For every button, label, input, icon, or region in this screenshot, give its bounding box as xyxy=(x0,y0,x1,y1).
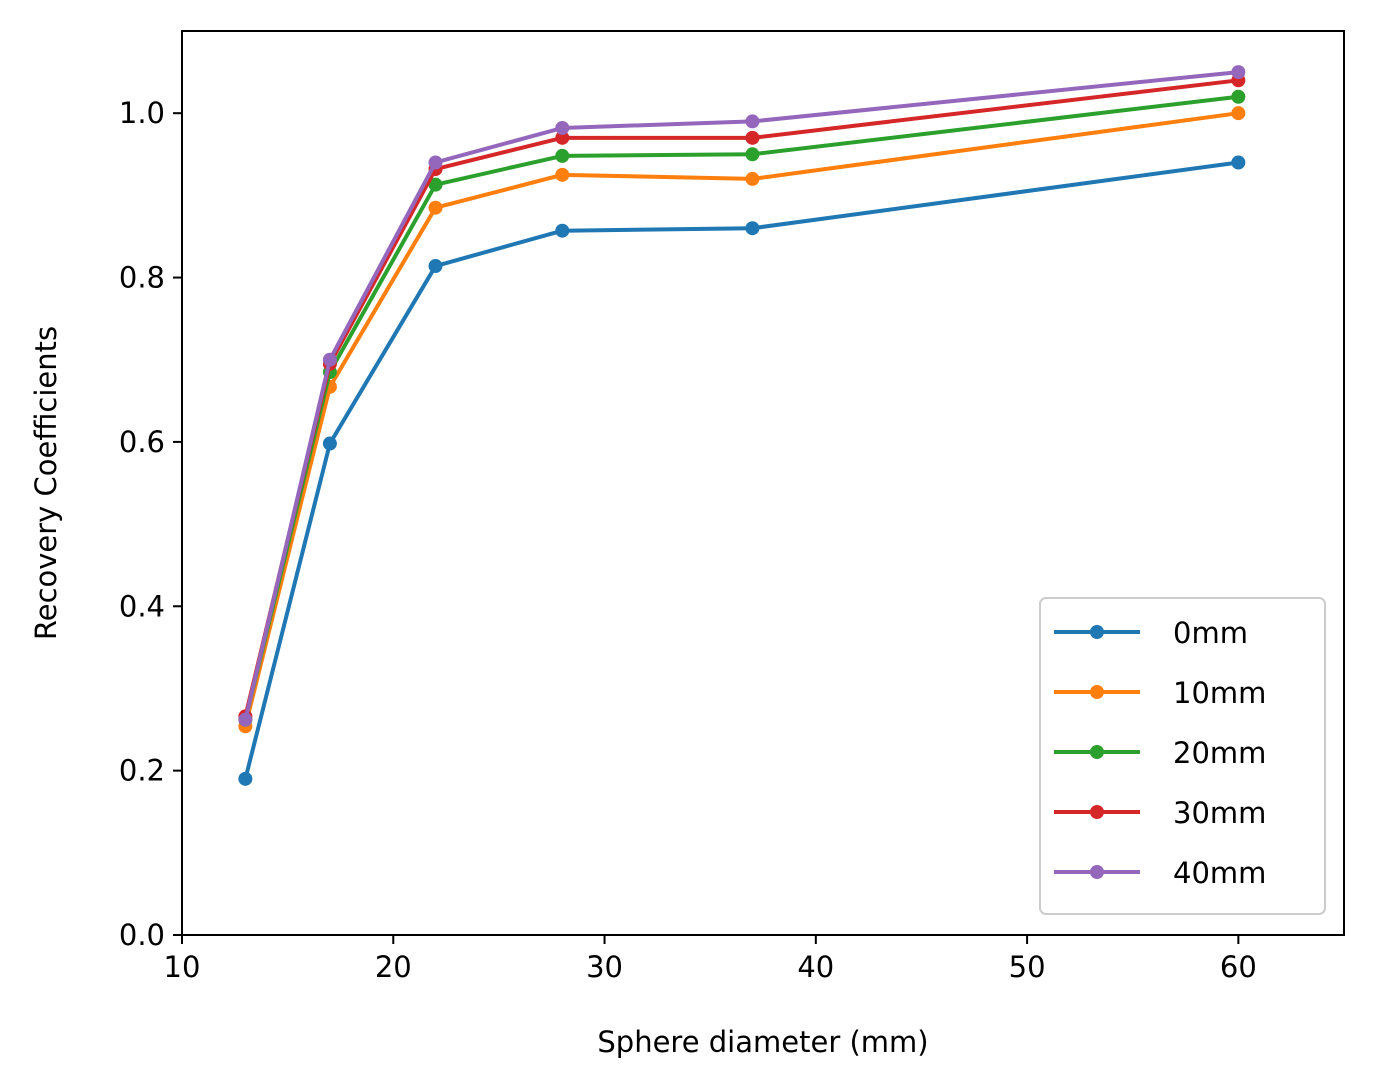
legend-label: 30mm xyxy=(1173,796,1266,830)
data-point xyxy=(555,148,570,163)
x-tick-label: 20 xyxy=(375,950,412,984)
x-tick-label: 50 xyxy=(1009,950,1046,984)
legend-marker xyxy=(1090,745,1104,759)
data-point xyxy=(745,130,760,145)
plot-frame xyxy=(181,30,1345,936)
legend-label: 40mm xyxy=(1173,856,1266,890)
data-point xyxy=(745,221,760,236)
legend-marker xyxy=(1090,805,1104,819)
legend-marker xyxy=(1090,865,1104,879)
y-tick-label: 0.8 xyxy=(119,261,165,295)
data-point xyxy=(555,130,570,145)
ticks-layer: 10 20 30 40 50 60 0.0 0.2 0.4 0.6 0.8 1.0 xyxy=(119,96,1257,984)
legend-item: 0mm xyxy=(1054,616,1248,650)
data-point xyxy=(1231,155,1246,170)
data-point xyxy=(428,200,443,215)
y-tick-label: 1.0 xyxy=(119,96,165,130)
data-point xyxy=(238,771,253,786)
y-tick-label: 0.2 xyxy=(119,754,165,788)
x-tick-label: 10 xyxy=(164,950,201,984)
x-tick-label: 40 xyxy=(797,950,834,984)
legend: 0mm 10mm 20mm 30mm 40mm xyxy=(1039,597,1326,915)
x-tick-label: 30 xyxy=(586,950,623,984)
y-tick-label: 0.4 xyxy=(119,589,165,623)
data-point xyxy=(238,712,253,727)
legend-item: 30mm xyxy=(1054,796,1266,830)
series-layer xyxy=(238,65,1246,786)
data-point xyxy=(428,177,443,192)
legend-frame xyxy=(1039,597,1326,915)
series-0mm xyxy=(238,155,1246,786)
legend-item: 40mm xyxy=(1054,856,1266,890)
y-tick-label: 0.0 xyxy=(119,918,165,952)
data-point xyxy=(428,155,443,170)
legend-item: 10mm xyxy=(1054,676,1266,710)
data-point xyxy=(555,223,570,238)
series-line-40mm xyxy=(243,70,1239,721)
legend-label: 10mm xyxy=(1173,676,1266,710)
data-point xyxy=(1231,106,1246,121)
data-point xyxy=(1231,65,1246,80)
legend-marker xyxy=(1090,685,1104,699)
data-point xyxy=(745,171,760,186)
data-point xyxy=(745,147,760,162)
data-point xyxy=(1231,89,1246,104)
data-point xyxy=(428,259,443,274)
x-tick-label: 60 xyxy=(1220,950,1257,984)
series-40mm xyxy=(238,65,1246,727)
x-axis-label: Sphere diameter (mm) xyxy=(597,1025,928,1059)
legend-label: 0mm xyxy=(1173,616,1248,650)
data-point xyxy=(555,167,570,182)
y-axis-label: Recovery Coefficients xyxy=(29,326,63,640)
data-point xyxy=(322,352,337,367)
data-point xyxy=(322,436,337,451)
legend-item: 20mm xyxy=(1054,736,1266,770)
series-line-0mm xyxy=(243,160,1239,780)
legend-marker xyxy=(1090,625,1104,639)
data-point xyxy=(555,120,570,135)
series-line-10mm xyxy=(243,111,1239,727)
legend-label: 20mm xyxy=(1173,736,1266,770)
y-tick-label: 0.6 xyxy=(119,425,165,459)
data-point xyxy=(745,114,760,129)
